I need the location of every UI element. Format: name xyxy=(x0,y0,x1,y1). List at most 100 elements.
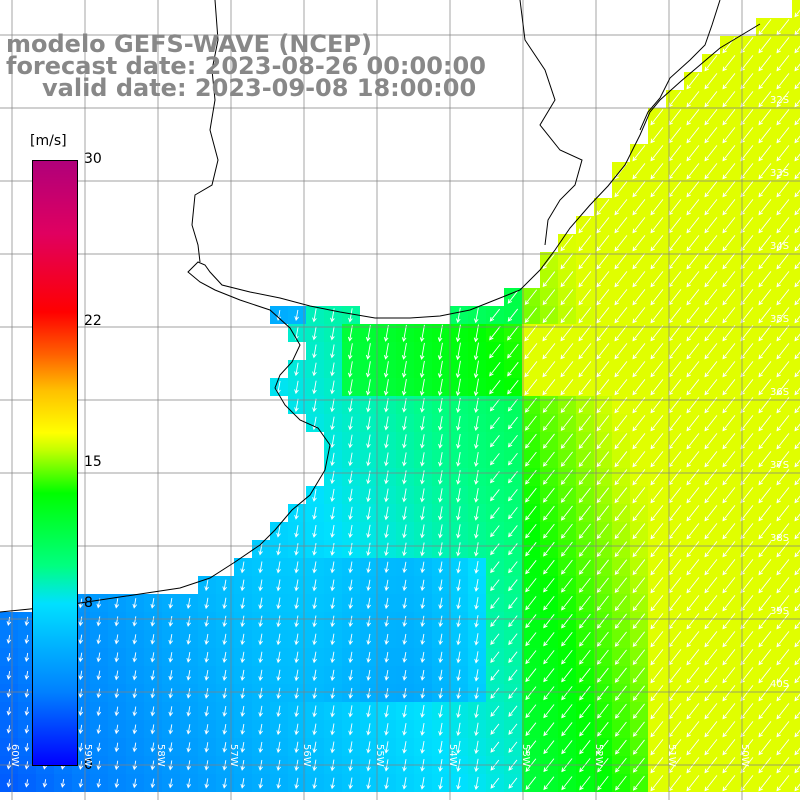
wind-arrow xyxy=(366,524,371,539)
wind-cell xyxy=(792,612,800,630)
wind-arrow xyxy=(758,613,772,630)
wind-arrow xyxy=(632,451,646,468)
wind-arrow xyxy=(722,685,736,702)
wind-arrow xyxy=(704,775,718,792)
wind-cell xyxy=(792,522,800,540)
wind-arrow xyxy=(686,343,700,360)
wind-arrow xyxy=(438,722,443,736)
wind-arrow xyxy=(132,670,138,681)
wind-arrow xyxy=(204,742,210,753)
wind-arrow xyxy=(525,578,537,593)
wind-arrow xyxy=(614,289,628,306)
wind-arrow xyxy=(474,633,479,646)
wind-arrow xyxy=(312,326,317,341)
wind-arrow xyxy=(776,577,790,594)
wind-arrow xyxy=(150,706,156,717)
wind-arrow xyxy=(312,633,317,646)
wind-arrow xyxy=(402,434,407,449)
wind-arrow xyxy=(150,670,156,681)
wind-arrow xyxy=(114,706,120,717)
wind-arrow xyxy=(276,561,281,574)
wind-arrow xyxy=(402,597,407,610)
wind-arrow xyxy=(402,688,407,699)
wind-arrow xyxy=(276,777,281,789)
wind-arrow xyxy=(348,615,353,628)
wind-arrow xyxy=(474,433,479,449)
wind-cell xyxy=(792,468,800,486)
wind-arrow xyxy=(561,613,573,629)
wind-arrow xyxy=(420,416,425,431)
wind-arrow xyxy=(776,667,790,684)
wind-arrow xyxy=(150,778,156,789)
wind-arrow xyxy=(542,469,555,485)
wind-arrow xyxy=(560,469,573,485)
wind-arrow xyxy=(330,506,335,520)
wind-arrow xyxy=(402,398,407,413)
wind-arrow xyxy=(740,487,754,504)
wind-arrow xyxy=(704,541,718,558)
wind-arrow xyxy=(722,253,736,270)
wind-arrow xyxy=(794,153,800,162)
wind-arrow xyxy=(438,579,443,592)
wind-arrow xyxy=(438,470,443,485)
wind-arrow xyxy=(704,667,718,684)
wind-arrow xyxy=(508,705,518,717)
wind-arrow xyxy=(222,615,227,628)
wind-arrow xyxy=(561,595,573,611)
wind-arrow xyxy=(525,487,537,503)
wind-arrow xyxy=(348,398,353,413)
wind-arrow xyxy=(686,253,700,270)
wind-arrow xyxy=(222,669,227,681)
wind-cell xyxy=(792,666,800,684)
wind-arrow xyxy=(489,343,501,359)
wind-arrow xyxy=(740,289,754,306)
wind-arrow xyxy=(222,705,227,717)
wind-arrow xyxy=(420,687,425,699)
wind-arrow xyxy=(507,308,519,322)
wind-arrow xyxy=(561,776,573,791)
latitude-label: 36S xyxy=(770,387,790,398)
latitude-label: 32S xyxy=(770,95,790,106)
wind-arrow xyxy=(525,560,537,575)
wind-arrow xyxy=(419,378,425,396)
wind-arrow xyxy=(186,778,192,789)
wind-arrow xyxy=(740,325,754,342)
wind-arrow xyxy=(794,225,800,234)
wind-arrow xyxy=(455,378,461,397)
wind-arrow xyxy=(240,633,245,646)
colorbar-unit: [m/s] xyxy=(30,133,67,149)
wind-arrow xyxy=(758,199,772,216)
wind-arrow xyxy=(114,742,120,753)
wind-arrow xyxy=(507,343,519,359)
wind-arrow xyxy=(420,669,425,681)
wind-arrow xyxy=(776,55,790,72)
wind-arrow xyxy=(740,55,754,72)
wind-arrow xyxy=(240,597,245,610)
wind-arrow xyxy=(258,651,263,664)
wind-arrow xyxy=(560,343,574,360)
wind-arrow xyxy=(650,127,664,144)
wind-arrow xyxy=(402,470,407,485)
wind-arrow xyxy=(294,543,299,556)
wind-arrow xyxy=(722,181,736,198)
wind-arrow xyxy=(402,777,407,790)
wind-arrow xyxy=(686,415,700,432)
wind-arrow xyxy=(722,415,736,432)
wind-arrow xyxy=(579,740,591,755)
wind-arrow xyxy=(402,561,407,574)
wind-arrow xyxy=(650,451,664,468)
wind-arrow xyxy=(794,657,800,666)
wind-arrow xyxy=(508,597,518,610)
wind-arrow xyxy=(222,651,227,664)
wind-arrow xyxy=(330,398,335,413)
wind-arrow xyxy=(508,651,518,664)
wind-arrow xyxy=(722,775,736,792)
wind-arrow xyxy=(525,596,537,611)
wind-arrow xyxy=(740,73,754,90)
wind-arrow xyxy=(578,307,592,324)
wind-arrow xyxy=(722,595,736,612)
wind-arrow xyxy=(438,434,443,449)
wind-cell xyxy=(792,90,800,108)
wind-arrow xyxy=(438,687,443,700)
wind-arrow xyxy=(330,380,335,395)
